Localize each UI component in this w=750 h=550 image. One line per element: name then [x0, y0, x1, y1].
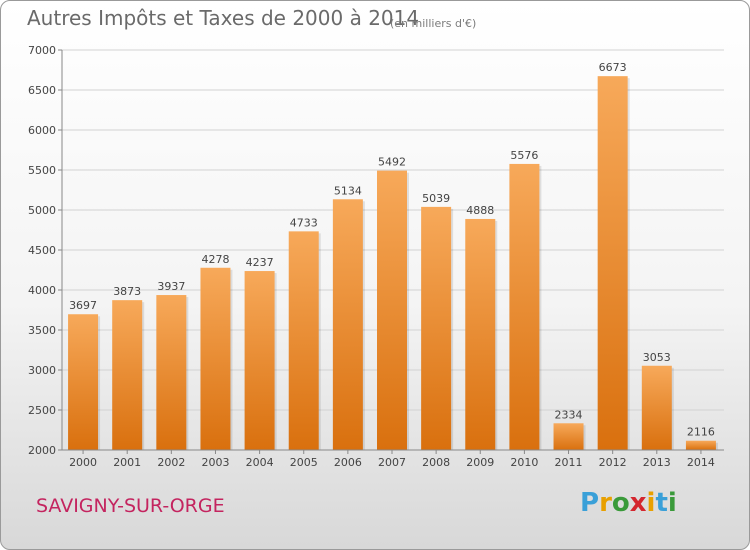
bar-value-label: 3053	[643, 351, 671, 364]
x-tick-label: 2013	[643, 456, 671, 469]
x-tick-label: 2000	[69, 456, 97, 469]
x-tick-label: 2008	[422, 456, 450, 469]
x-tick-label: 2006	[334, 456, 362, 469]
x-tick-label: 2002	[157, 456, 185, 469]
y-tick-label: 3000	[28, 364, 56, 377]
y-tick-label: 7000	[28, 44, 56, 57]
bar-value-label: 2334	[555, 408, 583, 421]
bar-2006	[332, 199, 363, 450]
x-tick-label: 2014	[687, 456, 715, 469]
logo-letter: r	[599, 488, 612, 518]
bar-2009	[465, 218, 496, 450]
bar-value-label: 6673	[599, 61, 627, 74]
bar-2014	[685, 440, 716, 450]
y-tick-label: 5500	[28, 164, 56, 177]
logo-letter: P	[580, 488, 600, 518]
bar-2010	[509, 163, 540, 451]
x-tick-label: 2001	[113, 456, 141, 469]
bar-value-label: 4237	[246, 256, 274, 269]
x-tick-label: 2005	[290, 456, 318, 469]
bar-value-label: 4888	[466, 204, 494, 217]
y-tick-label: 6000	[28, 124, 56, 137]
bar-value-label: 5492	[378, 156, 406, 169]
bar-value-label: 3697	[69, 299, 97, 312]
y-tick-label: 3500	[28, 324, 56, 337]
bar-value-label: 5576	[510, 149, 538, 162]
bar-2001	[112, 300, 143, 450]
proxiti-logo: Proxiti	[580, 488, 677, 518]
x-tick-label: 2011	[555, 456, 583, 469]
logo-letter: o	[611, 488, 630, 518]
x-axis: 2000 2001 2002 2003 2004 2005 2006 2007 2008 2009…	[62, 449, 724, 469]
y-tick-label: 6500	[28, 84, 56, 97]
y-tick-label: 4500	[28, 244, 56, 257]
bar-2007	[377, 170, 407, 450]
y-tick-label: 5000	[28, 204, 56, 217]
location-label: SAVIGNY-SUR-ORGE	[36, 495, 225, 517]
bar-2005	[288, 231, 319, 450]
bar-value-label: 2116	[687, 426, 715, 439]
bar-value-label: 3873	[113, 285, 141, 298]
x-tick-label: 2007	[378, 456, 406, 469]
logo-letter: i	[667, 488, 677, 518]
bar-value-label: 4278	[201, 253, 229, 266]
bar-2004	[244, 271, 275, 450]
chart-title: Autres Impôts et Taxes de 2000 à 2014	[27, 6, 420, 30]
bar-2012	[597, 76, 628, 450]
chart-subtitle: (en milliers d'€)	[390, 17, 477, 30]
y-tick-label: 2500	[28, 404, 56, 417]
bar-2008	[421, 206, 452, 450]
y-tick-label: 4000	[28, 284, 56, 297]
x-tick-label: 2012	[599, 456, 627, 469]
x-tick-label: 2003	[201, 456, 229, 469]
bar-value-label: 4733	[290, 216, 318, 229]
bar-2011	[553, 423, 584, 450]
bar-value-label: 5039	[422, 192, 450, 205]
y-axis: 2000 2500 3000 3500 4000 4500 5000 5500 6000 6500…	[28, 44, 63, 457]
bar-value-label: 5134	[334, 184, 362, 197]
bar-2000	[68, 314, 99, 450]
bar-2002	[156, 295, 187, 450]
bar-value-label: 3937	[157, 280, 185, 293]
bar-2003	[200, 267, 231, 450]
x-tick-label: 2004	[246, 456, 274, 469]
logo-letter: x	[629, 488, 647, 518]
bar-2013	[641, 365, 672, 450]
logo-letter: i	[646, 488, 656, 518]
x-tick-label: 2010	[510, 456, 538, 469]
x-tick-label: 2009	[466, 456, 494, 469]
logo-letter: t	[655, 488, 668, 518]
y-tick-label: 2000	[28, 444, 56, 457]
bars: 3697 3873 3937 4278 4237 4733 5134 5492 5039 4888…	[68, 61, 718, 451]
